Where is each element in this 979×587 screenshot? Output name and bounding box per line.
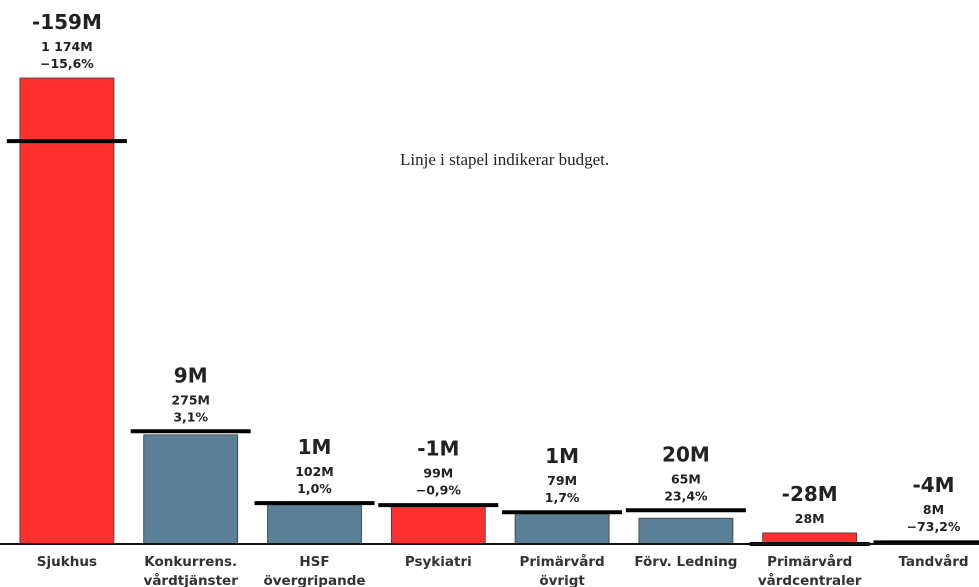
data-label-percent: −0,9%	[416, 483, 462, 498]
data-label-delta: -4M	[912, 473, 954, 497]
data-label-value: 1 174M	[41, 39, 93, 54]
category-label: vårdtjänster	[144, 572, 239, 587]
data-label-percent: 23,4%	[664, 488, 708, 503]
data-label-delta: 1M	[545, 444, 579, 468]
data-label-delta: 20M	[662, 442, 710, 466]
bar	[638, 517, 734, 545]
bar	[390, 504, 486, 545]
category-label: Primärvård	[767, 553, 852, 570]
data-label-value: 275M	[171, 392, 210, 407]
bar	[514, 512, 610, 545]
category-label: vårdcentraler	[758, 572, 862, 587]
category-label: Primärvård	[519, 553, 604, 570]
data-label-value: 65M	[671, 471, 701, 486]
data-label-value: 28M	[795, 511, 825, 526]
data-label-delta: -1M	[417, 437, 459, 461]
category-label: Tandvård	[898, 553, 968, 570]
category-label: Konkurrens.	[144, 554, 237, 570]
data-label-delta: 9M	[174, 363, 208, 387]
data-label-value: 102M	[295, 464, 334, 479]
bar	[143, 434, 239, 545]
data-label-value: 8M	[923, 502, 944, 517]
data-label-value: 79M	[547, 473, 577, 488]
category-label: övergripande	[263, 573, 365, 587]
data-label-percent: −15,6%	[40, 56, 94, 71]
data-label-delta: -159M	[32, 10, 102, 34]
category-label: Psykiatri	[405, 554, 472, 570]
data-label-value: 99M	[423, 466, 453, 481]
data-label-percent: 1,0%	[297, 481, 332, 496]
category-label: Sjukhus	[37, 554, 97, 570]
data-label-percent: 3,1%	[173, 409, 208, 424]
category-label: HSF	[299, 554, 329, 570]
bar	[267, 503, 362, 545]
category-label: Förv. Ledning	[634, 554, 737, 570]
budget-note: Linje i stapel indikerar budget.	[400, 150, 610, 169]
data-label-delta: -28M	[782, 482, 838, 506]
data-label-percent: 1,7%	[545, 490, 580, 505]
data-label-percent: −73,2%	[907, 519, 961, 534]
bar	[19, 77, 115, 545]
category-label: övrigt	[539, 573, 585, 587]
data-label-delta: 1M	[298, 435, 332, 459]
